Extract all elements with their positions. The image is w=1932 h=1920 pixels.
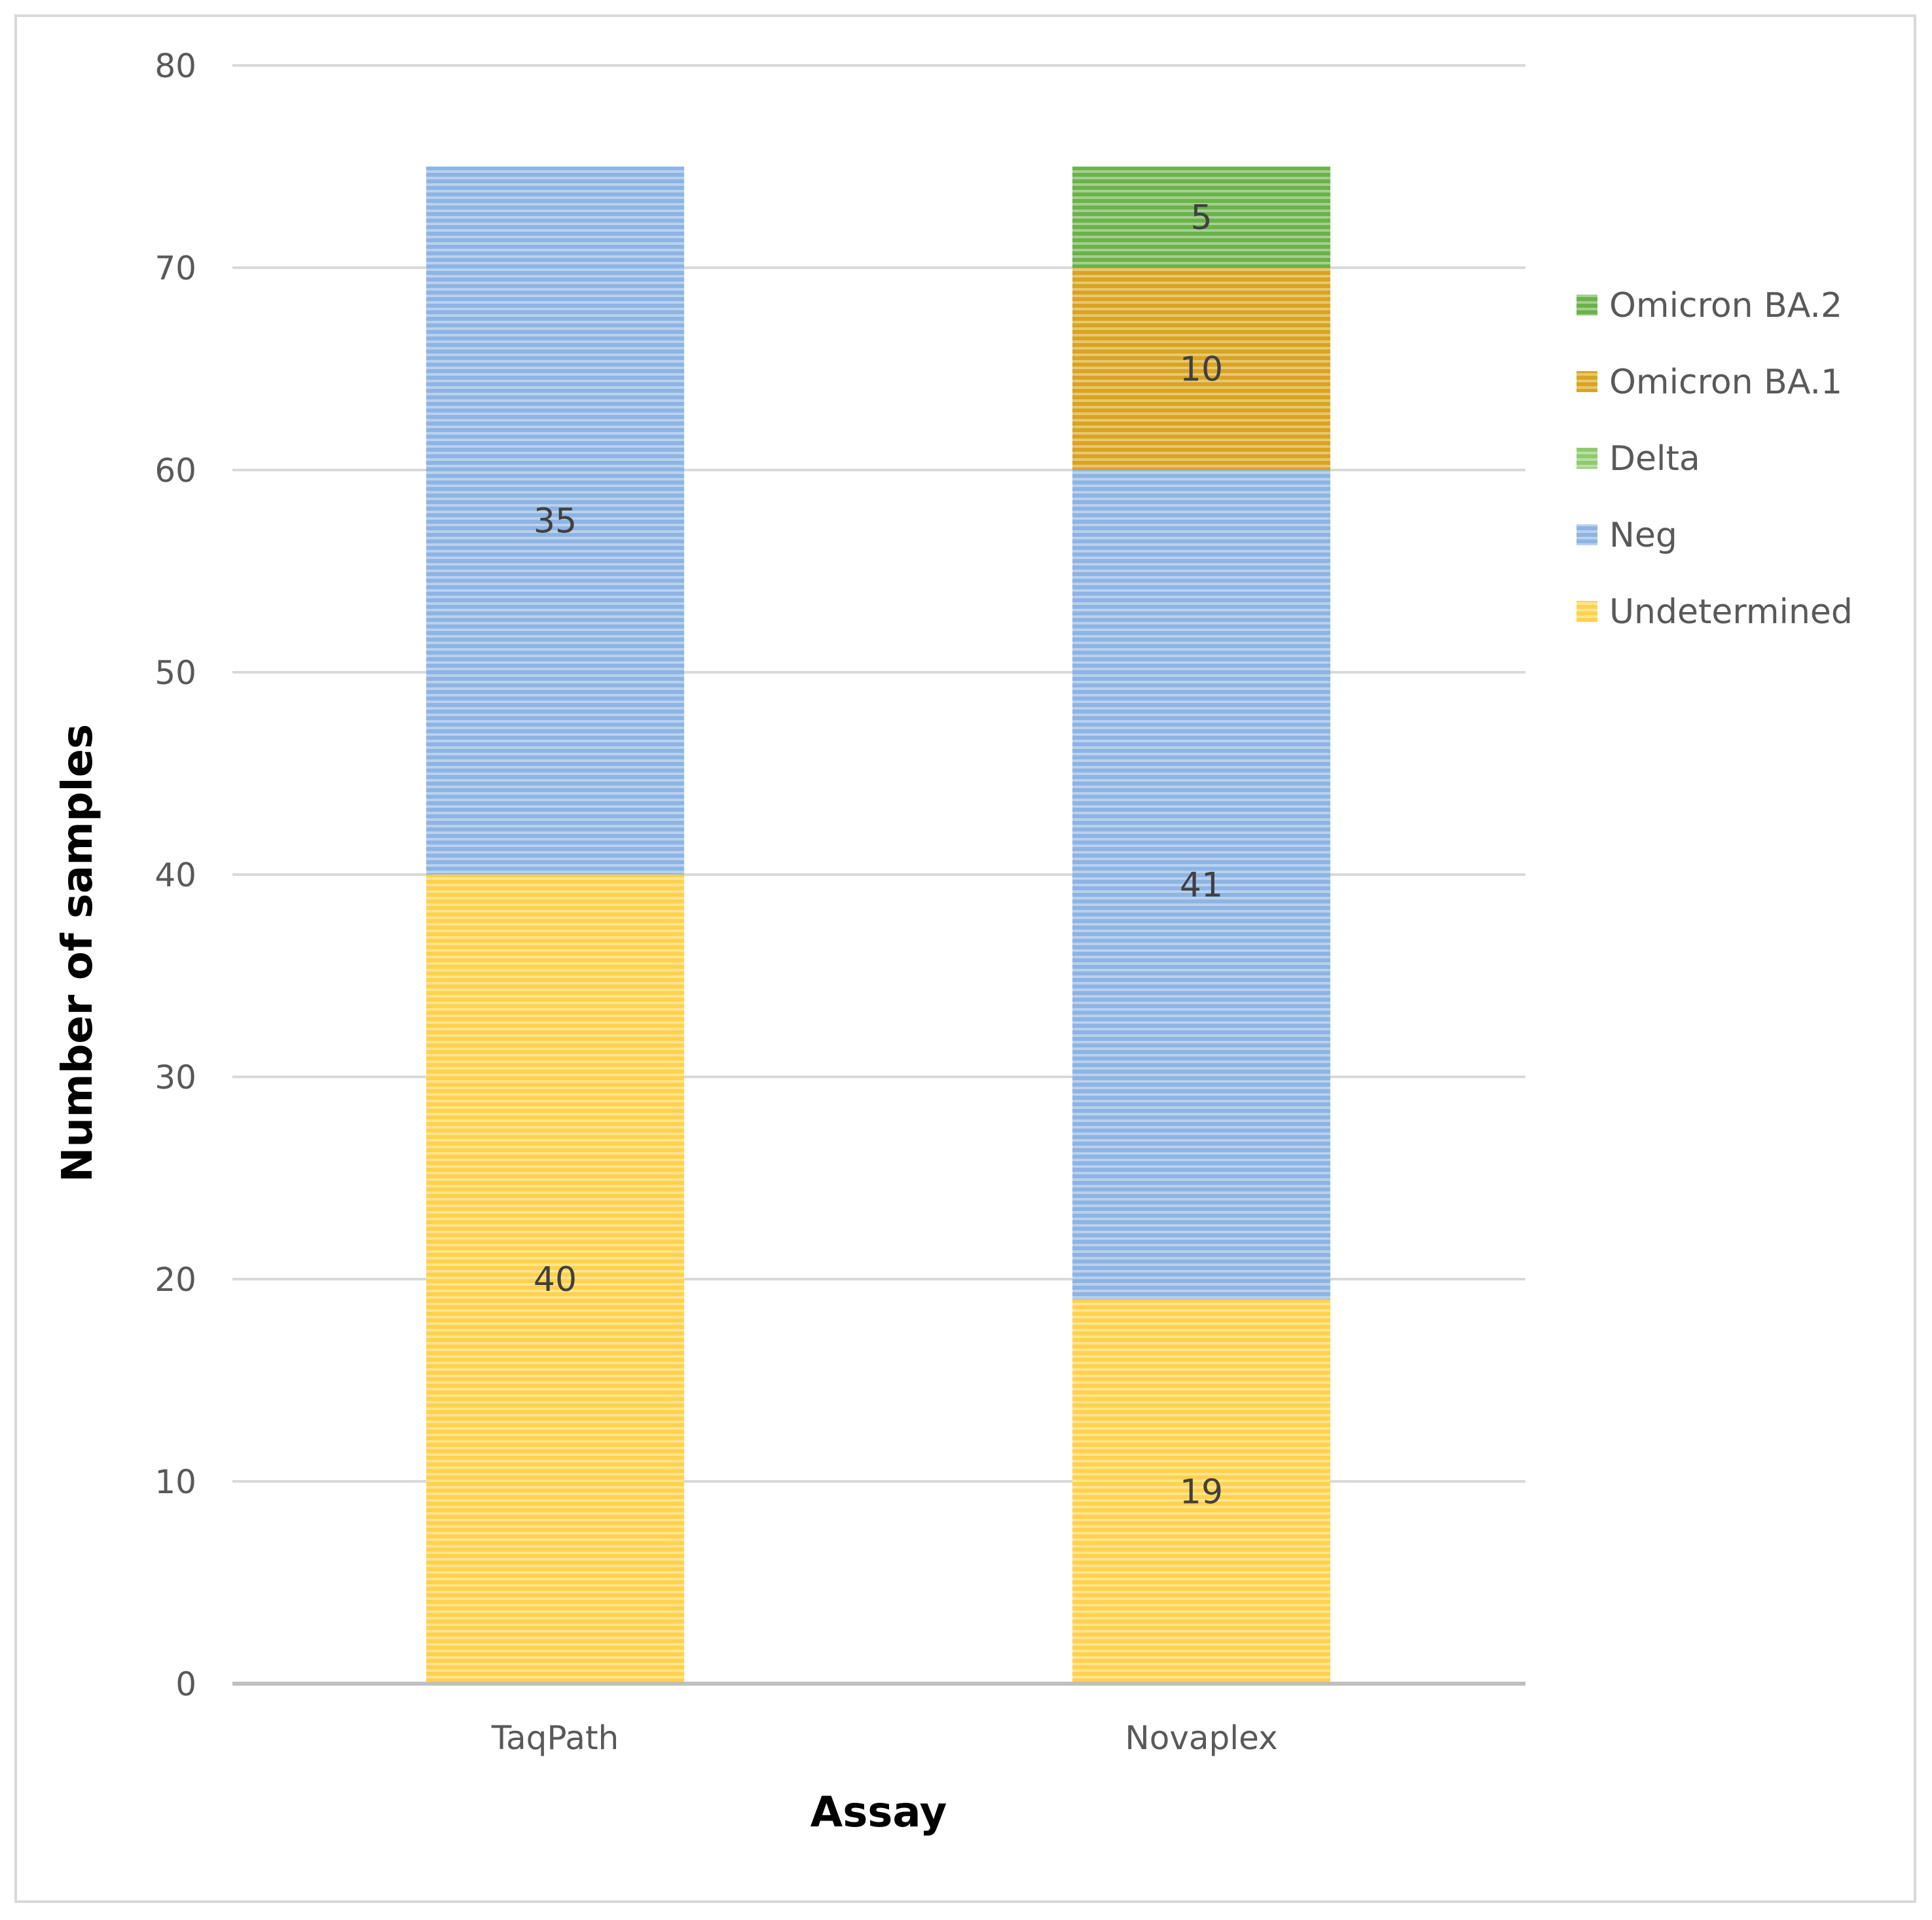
legend-swatch-texture <box>1577 601 1597 622</box>
legend-item: Delta <box>1577 439 1700 479</box>
bar-texture <box>1072 166 1330 268</box>
legend-item: Undetermined <box>1577 592 1853 632</box>
y-tick-label: 0 <box>175 1665 196 1703</box>
bar-texture <box>426 875 684 1684</box>
chart-frame <box>14 14 1916 1903</box>
y-tick-label: 40 <box>155 856 196 894</box>
y-tick-label: 30 <box>155 1059 196 1096</box>
y-tick-label: 10 <box>155 1463 196 1501</box>
y-axis-title: Number of samples <box>54 724 102 1182</box>
data-labels: 40 35 19 41 10 5 <box>534 198 1223 1512</box>
legend-swatch-texture <box>1577 295 1597 316</box>
bars <box>426 166 1330 1684</box>
bar-texture <box>426 166 684 875</box>
legend-swatch-texture <box>1577 524 1597 545</box>
x-axis-title: Assay <box>811 1788 947 1837</box>
bar-texture <box>1072 268 1330 470</box>
data-label: 41 <box>1180 865 1223 905</box>
y-tick-label: 80 <box>155 47 196 85</box>
legend-item: Omicron BA.2 <box>1577 286 1842 325</box>
bar-texture <box>1072 1299 1330 1684</box>
legend: Omicron BA.2 Omicron BA.1 Delta Neg Undeterm… <box>1577 286 1853 632</box>
legend-label: Neg <box>1609 516 1677 555</box>
x-tick-label: Novaplex <box>1125 1719 1277 1757</box>
legend-label: Omicron BA.1 <box>1609 363 1842 402</box>
legend-swatch-texture <box>1577 448 1597 469</box>
y-tick-label: 50 <box>155 654 196 692</box>
bar-segment <box>1072 268 1330 470</box>
legend-label: Undetermined <box>1609 592 1853 632</box>
y-tick-label: 60 <box>155 452 196 490</box>
bar-texture <box>1072 470 1330 1299</box>
y-tick-label: 70 <box>155 249 196 287</box>
data-label: 35 <box>534 501 577 541</box>
bar-segment <box>426 166 684 875</box>
bar-segment <box>1072 166 1330 268</box>
legend-swatch-texture <box>1577 371 1597 392</box>
x-tick-label: TaqPath <box>491 1719 619 1757</box>
bar-segment <box>426 875 684 1684</box>
legend-label: Omicron BA.2 <box>1609 286 1842 325</box>
legend-item: Neg <box>1577 516 1677 555</box>
data-label: 5 <box>1190 198 1212 238</box>
legend-item: Omicron BA.1 <box>1577 363 1842 402</box>
data-label: 19 <box>1180 1472 1223 1512</box>
bar-segment <box>1072 470 1330 1299</box>
axes: 0 10 20 30 40 50 60 70 80 TaqPath Novaplex <box>155 47 1525 1757</box>
y-tick-label: 20 <box>155 1261 196 1299</box>
legend-label: Delta <box>1609 439 1700 479</box>
data-label: 40 <box>534 1260 577 1299</box>
data-label: 10 <box>1180 350 1223 389</box>
bar-segment <box>1072 1299 1330 1684</box>
